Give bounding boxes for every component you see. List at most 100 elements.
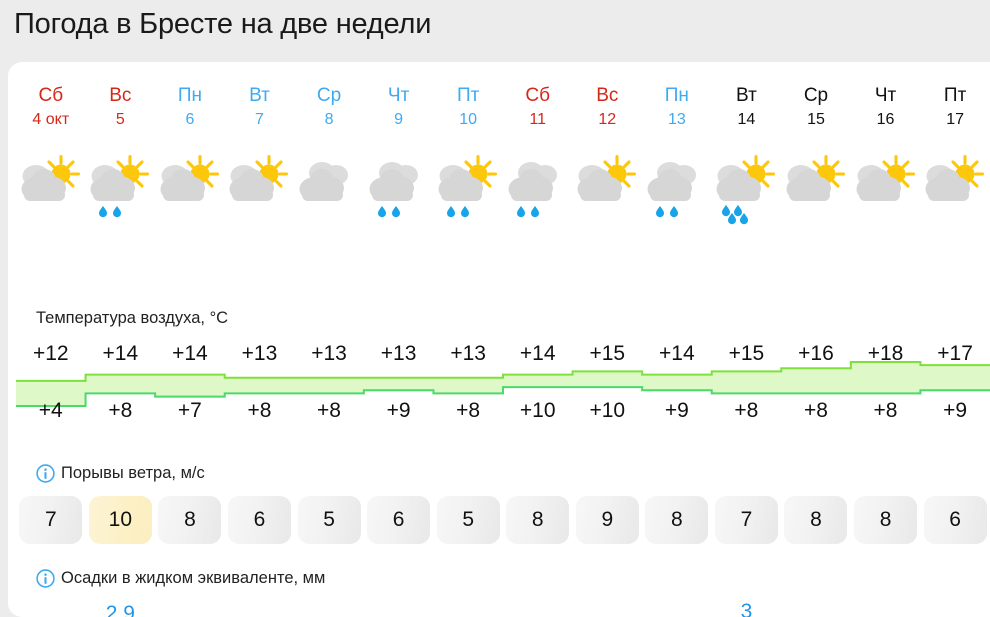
day-weekday: Вт xyxy=(736,85,757,106)
day-weekday: Ср xyxy=(803,85,829,106)
temp-min-value: +8 xyxy=(734,399,759,422)
wind-gust-row: 7 10 8 6 5 6 5 8 9 8 7 8 8 6 xyxy=(16,494,990,546)
temp-min-value: +4 xyxy=(38,399,63,422)
wind-gust-value[interactable]: 8 xyxy=(158,496,222,544)
info-icon[interactable] xyxy=(36,568,55,588)
day-column-1[interactable]: Сб 4 окт xyxy=(16,84,86,142)
day-date: 7 xyxy=(255,111,264,128)
weather-icon-sun-behind-cloud xyxy=(851,150,921,228)
precip-cell: 1,6 xyxy=(642,598,712,617)
temp-min-value: +10 xyxy=(519,399,556,422)
temp-min-value: +9 xyxy=(386,399,411,422)
wind-gust-value[interactable]: 10 xyxy=(88,496,152,544)
wind-gust-value[interactable]: 6 xyxy=(227,496,291,544)
day-column-7[interactable]: Пт 10 xyxy=(433,84,503,142)
wind-gust-value[interactable]: 5 xyxy=(297,496,361,544)
wind-gust-value[interactable]: 8 xyxy=(645,496,709,544)
wind-gust-value[interactable]: 8 xyxy=(854,496,918,544)
temp-min-value: +8 xyxy=(803,399,828,422)
wind-cell: 5 xyxy=(294,494,364,546)
weather-icon-sun-behind-rain-cloud xyxy=(86,150,156,228)
info-icon[interactable] xyxy=(36,463,55,483)
wind-cell: 7 xyxy=(712,494,782,546)
day-column-6[interactable]: Чт 9 xyxy=(364,84,434,142)
weather-icon-row xyxy=(16,150,990,228)
temp-min-value: +10 xyxy=(589,399,626,422)
day-column-4[interactable]: Вт 7 xyxy=(225,84,295,142)
day-column-10[interactable]: Пн 13 xyxy=(642,84,712,142)
day-column-3[interactable]: Пн 6 xyxy=(155,84,225,142)
weather-icon-sun-behind-cloud xyxy=(781,150,851,228)
day-weekday: Пн xyxy=(177,85,202,106)
day-date: 8 xyxy=(324,111,334,128)
day-weekday: Вс xyxy=(596,85,619,106)
wind-cell: 9 xyxy=(573,494,643,546)
day-date: 4 окт xyxy=(32,111,70,128)
day-column-13[interactable]: Чт 16 xyxy=(851,84,921,142)
wind-label-text: Порывы ветра, м/с xyxy=(61,464,205,482)
temp-min-value: +8 xyxy=(873,399,898,422)
wind-gust-value[interactable]: 6 xyxy=(923,496,987,544)
temp-max-value: +13 xyxy=(380,342,417,365)
wind-section-label: Порывы ветра, м/с xyxy=(36,463,205,483)
wind-gust-value[interactable]: 9 xyxy=(575,496,639,544)
wind-gust-value[interactable]: 6 xyxy=(367,496,431,544)
day-column-9[interactable]: Вс 12 xyxy=(573,84,643,142)
day-weekday: Вт xyxy=(249,85,270,106)
precip-cell: 0 xyxy=(16,598,86,617)
precip-cell: 0,6 xyxy=(364,598,434,617)
day-date: 5 xyxy=(115,111,125,128)
weather-icon-sun-behind-cloud xyxy=(920,150,990,228)
precip-value: 2,9 xyxy=(105,601,135,617)
wind-gust-value[interactable]: 8 xyxy=(506,496,570,544)
day-date: 12 xyxy=(598,111,617,128)
weather-icon-rain-cloud xyxy=(503,150,573,228)
day-weekday: Вс xyxy=(109,85,132,106)
wind-gust-value[interactable]: 8 xyxy=(784,496,848,544)
precip-cell: 0 xyxy=(920,598,990,617)
precipitation-values: 02,90000,60,51,301,63000 xyxy=(16,598,990,617)
day-date: 14 xyxy=(737,111,756,128)
day-weekday: Чт xyxy=(874,85,897,106)
day-weekday: Пт xyxy=(943,85,967,106)
temp-max-value: +18 xyxy=(867,342,904,365)
weather-icon-rain-cloud xyxy=(364,150,434,228)
temp-max-value: +13 xyxy=(311,342,347,365)
day-column-14[interactable]: Пт 17 xyxy=(920,84,990,142)
wind-gust-value[interactable]: 7 xyxy=(19,496,83,544)
precip-value: 3 xyxy=(740,599,753,617)
temperature-label-text: Температура воздуха, °C xyxy=(36,309,229,327)
day-column-2[interactable]: Вс 5 xyxy=(86,84,156,142)
wind-cell: 7 xyxy=(16,494,86,546)
wind-cell: 10 xyxy=(86,494,156,546)
day-weekday: Сб xyxy=(38,85,64,106)
temp-max-value: +13 xyxy=(450,342,486,365)
temp-min-value: +8 xyxy=(456,399,481,422)
forecast-card: Сб 4 окт Вс 5 Пн 6 Вт 7 Ср 8 Чт 9 Пт 10 Сб 11 Вс 12 Пн 13 Вт… xyxy=(8,62,990,617)
precip-label-text: Осадки в жидком эквиваленте, мм xyxy=(61,569,326,587)
day-column-5[interactable]: Ср 8 xyxy=(294,84,364,142)
day-date: 13 xyxy=(667,111,686,128)
day-weekday: Чт xyxy=(387,85,410,106)
precip-cell: 3 xyxy=(712,598,782,617)
weather-icon-sun-behind-rain-cloud xyxy=(712,150,782,228)
day-column-11[interactable]: Вт 14 xyxy=(712,84,782,142)
temp-max-value: +14 xyxy=(172,342,208,365)
temp-max-value: +16 xyxy=(798,342,834,365)
weather-icon-sun-behind-cloud xyxy=(155,150,225,228)
day-weekday: Пт xyxy=(456,85,480,106)
wind-gust-value[interactable]: 5 xyxy=(436,496,500,544)
day-date: 9 xyxy=(394,111,404,128)
day-column-8[interactable]: Сб 11 xyxy=(503,84,573,142)
temp-min-value: +7 xyxy=(177,399,202,422)
wind-cell: 8 xyxy=(155,494,225,546)
weather-icon-cloud xyxy=(294,150,364,228)
precip-cell: 0,5 xyxy=(433,598,503,617)
wind-cell: 8 xyxy=(642,494,712,546)
temperature-min-row: +4 +8 +7 +8 +8 +9 +8 +10 +10 +9 +8 +8 +8 +9 xyxy=(16,398,990,428)
day-column-12[interactable]: Ср 15 xyxy=(781,84,851,142)
day-date: 16 xyxy=(876,111,895,128)
wind-gust-value[interactable]: 7 xyxy=(714,496,778,544)
day-date: 11 xyxy=(529,111,547,128)
day-header-row: Сб 4 окт Вс 5 Пн 6 Вт 7 Ср 8 Чт 9 Пт 10 Сб 11 Вс 12 Пн 13 Вт… xyxy=(16,84,990,142)
